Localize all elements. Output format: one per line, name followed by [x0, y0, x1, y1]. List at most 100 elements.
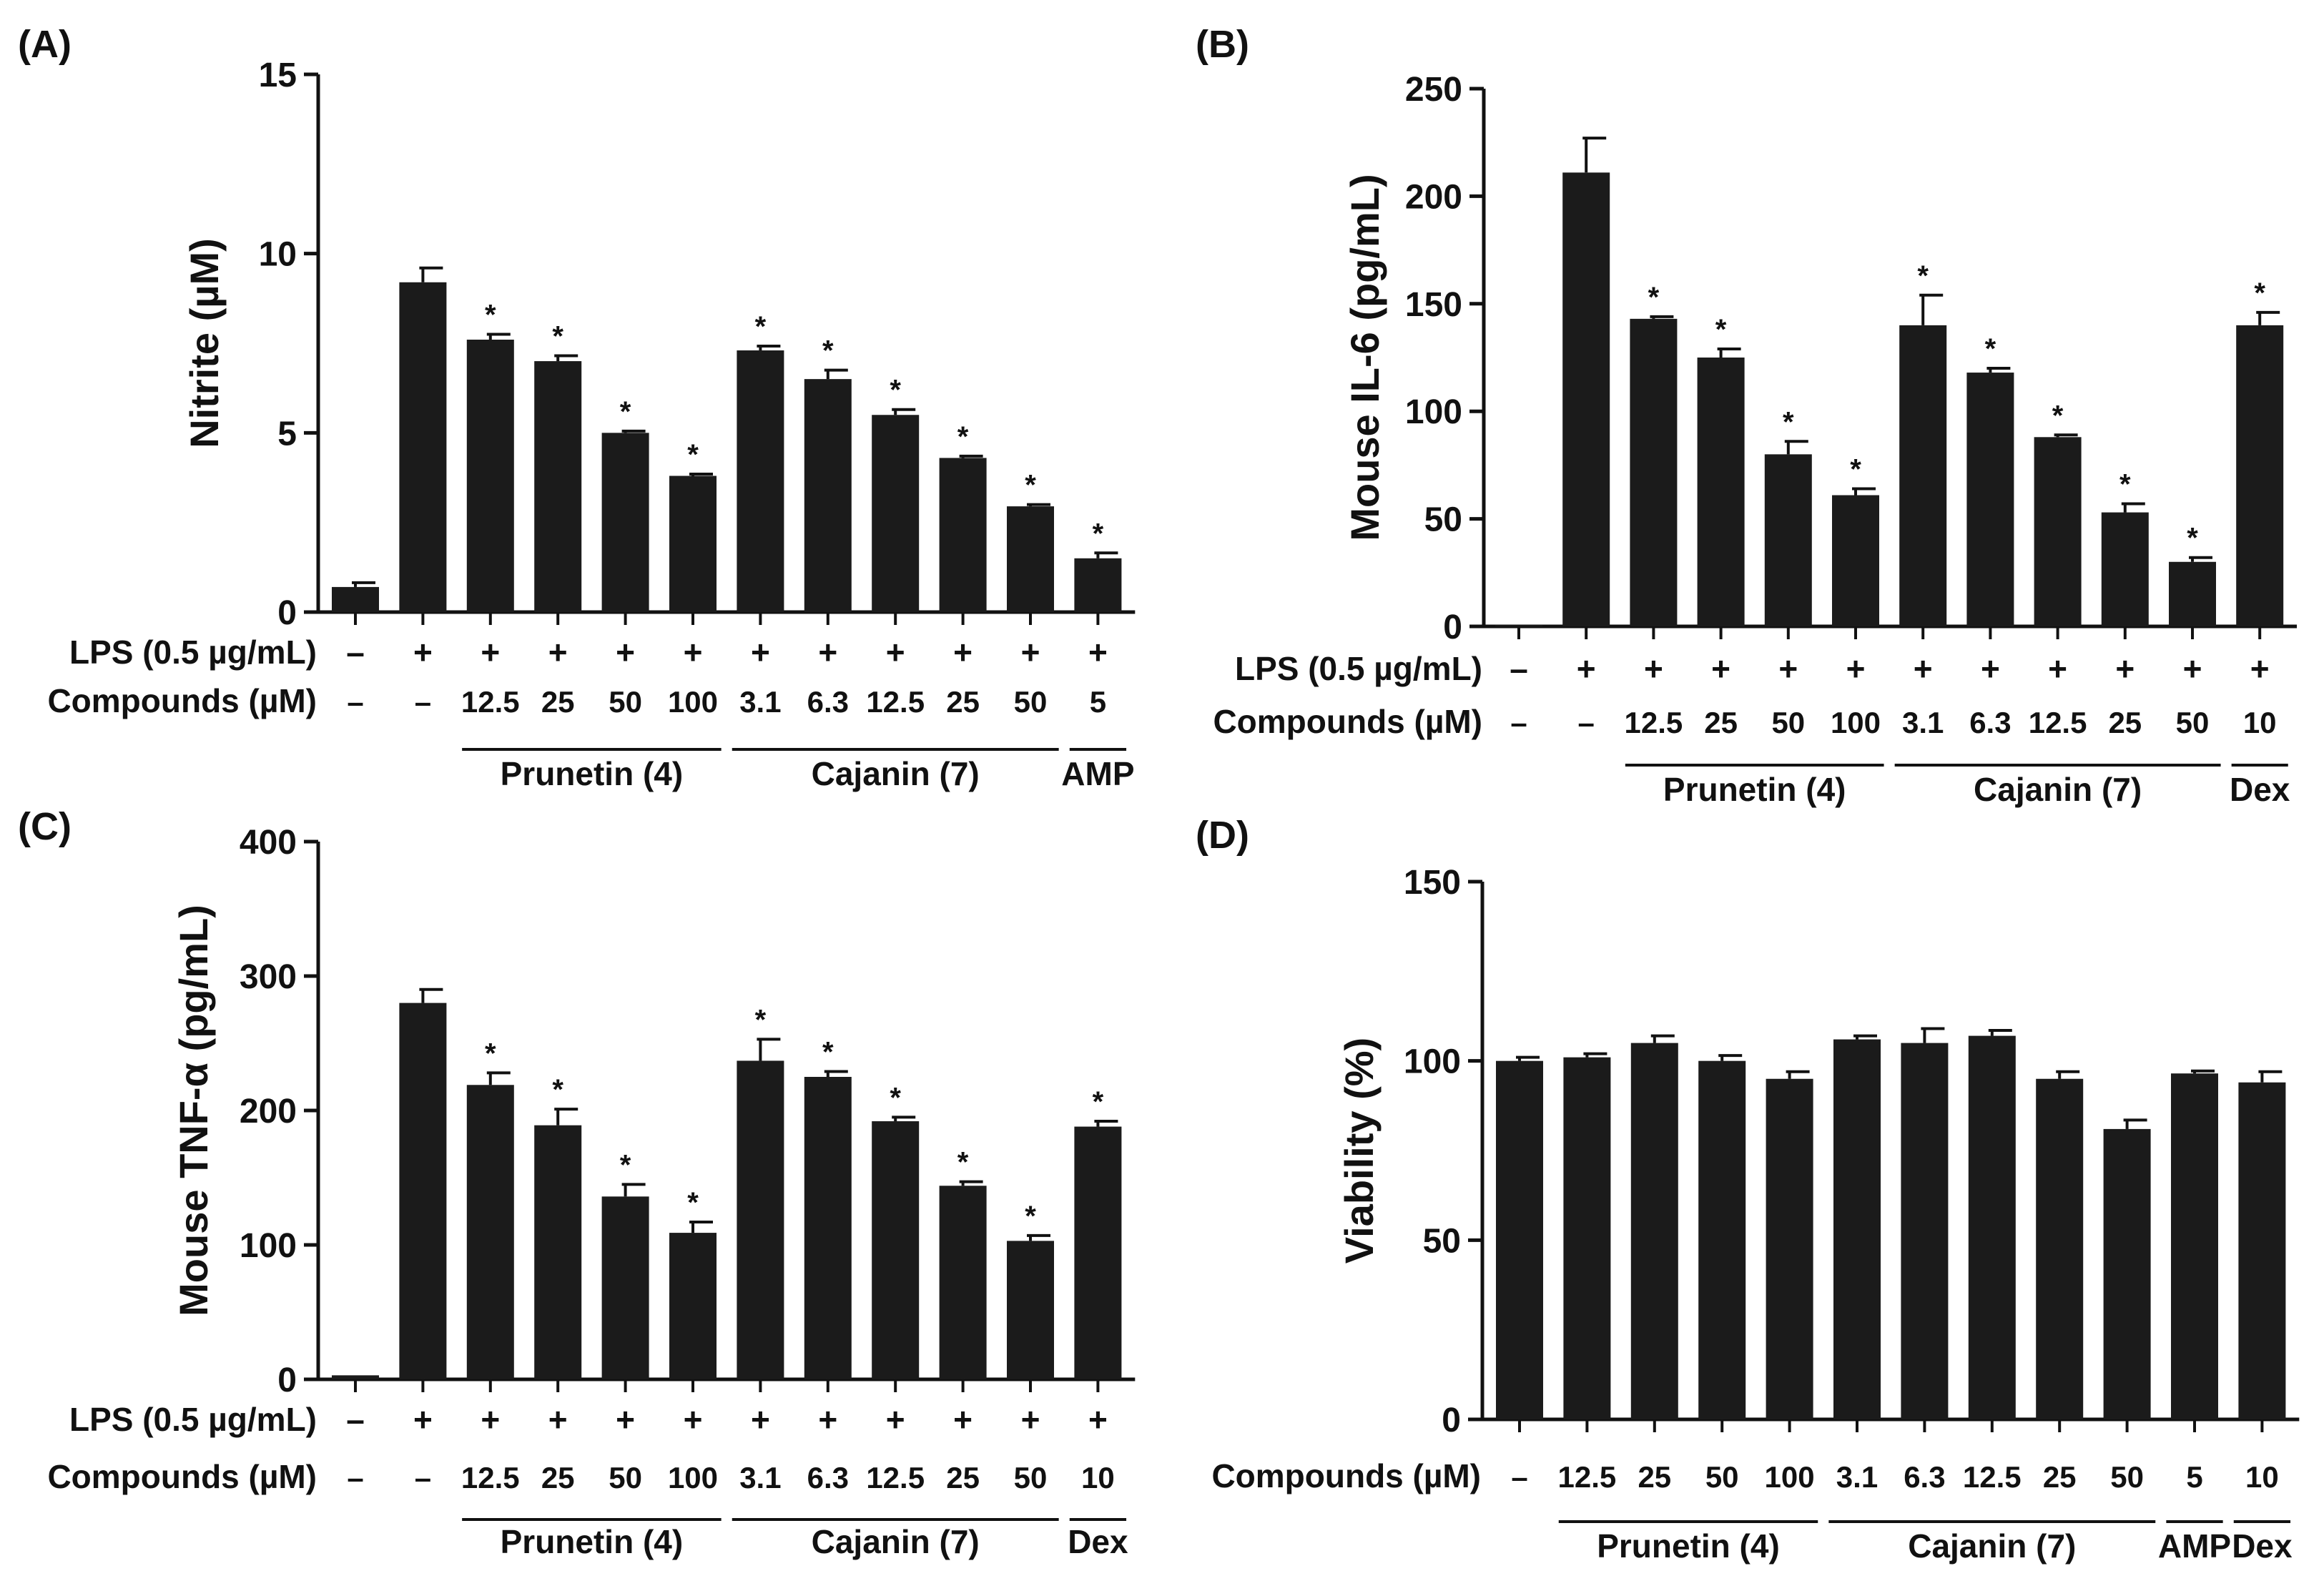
panel-b-compounds-row-label: Compounds (µM) — [1213, 703, 1482, 740]
panel-c-y-axis-title: Mouse TNF-α (pg/mL) — [171, 905, 216, 1316]
panel-d-x-tick-label: 5 — [2186, 1460, 2202, 1494]
panel-a-lps-row-label: LPS (0.5 µg/mL) — [69, 634, 317, 671]
panel-c-bar — [332, 1375, 379, 1379]
panel-c-bar — [872, 1121, 920, 1379]
panel-b-bar — [2034, 437, 2082, 626]
panel-d-x-tick-label: 100 — [1765, 1460, 1815, 1494]
panel-c-x-tick-label: – — [415, 1461, 431, 1494]
panel-b-x-tick-label: 6.3 — [1969, 706, 2011, 739]
panel-c-significance-star: * — [620, 1149, 631, 1181]
panel-c-x-tick-label: 100 — [668, 1461, 718, 1494]
panel-c-significance-star: * — [1093, 1086, 1104, 1118]
panel-c-lps-value: + — [953, 1401, 973, 1438]
panel-d-y-tick-label: 150 — [1404, 864, 1461, 902]
panel-a-y-tick-label: 15 — [259, 56, 297, 94]
panel-b-lps-value: + — [2115, 650, 2135, 687]
panel-c-bar — [939, 1186, 987, 1379]
panel-c-y-tick-label: 400 — [240, 824, 297, 862]
panel-d-bar — [1698, 1060, 1746, 1419]
panel-b-significance-star: * — [1985, 333, 1996, 365]
panel-d-group-label: Dex — [2232, 1527, 2293, 1565]
panel-b-bar — [1495, 625, 1542, 626]
panel-c-bar — [804, 1077, 852, 1379]
panel-c-x-tick-label: 10 — [1081, 1461, 1115, 1494]
panel-a-x-tick-label: 25 — [541, 685, 575, 719]
panel-d-x-tick-label: 10 — [2245, 1460, 2279, 1494]
panel-b-lps-value: + — [2048, 650, 2067, 687]
panel-b-group-label: Dex — [2230, 771, 2290, 808]
panel-a-significance-star: * — [552, 321, 563, 353]
panel-a-y-tick-label: 5 — [277, 415, 297, 453]
panel-c-y-tick-label: 100 — [240, 1227, 297, 1265]
panel-c-bar — [466, 1085, 514, 1379]
panel-b-bar — [1899, 325, 1947, 626]
panel-b-x-tick-label: 3.1 — [1902, 706, 1944, 739]
panel-a-significance-star: * — [687, 439, 699, 471]
panel-d-x-tick-label: 50 — [1705, 1460, 1739, 1494]
panel-a-y-axis-title: Nitrite (µM) — [182, 238, 227, 448]
panel-a-group-label: AMP — [1061, 755, 1134, 792]
panel-a-lps-value: + — [818, 634, 837, 671]
panel-b-significance-star: * — [1850, 453, 1861, 485]
panel-c-group-label: Cajanin (7) — [812, 1523, 980, 1560]
panel-a-x-tick-label: 50 — [609, 685, 642, 719]
panel-a-lps-value: – — [346, 634, 365, 671]
panel-a-x-tick-label: 50 — [1014, 685, 1048, 719]
panel-b-x-tick-label: 25 — [2108, 706, 2142, 739]
panel-b-bar — [1764, 454, 1812, 626]
panel-b-y-tick-label: 150 — [1405, 286, 1462, 324]
panel-b-lps-value: + — [1846, 650, 1866, 687]
panel-c-bar — [737, 1060, 784, 1379]
panel-b-significance-star: * — [2119, 469, 2131, 501]
panel-a-y-tick-label: 10 — [259, 236, 297, 274]
panel-a-bar — [737, 350, 784, 612]
panel-a-significance-star: * — [890, 375, 901, 406]
panel-b-bar — [2101, 512, 2149, 626]
panel-b-significance-star: * — [2052, 400, 2064, 431]
panel-a-x-tick-label: 5 — [1090, 685, 1106, 719]
panel-c-x-tick-label: 12.5 — [866, 1461, 925, 1494]
panel-c-lps-value: + — [818, 1401, 837, 1438]
panel-a-lps-value: + — [548, 634, 568, 671]
panel-c-group-label: Prunetin (4) — [501, 1523, 684, 1560]
panel-c-significance-star: * — [552, 1074, 563, 1105]
panel-b-group-label: Cajanin (7) — [1974, 771, 2142, 808]
panel-a-x-tick-label: 3.1 — [739, 685, 781, 719]
panel-b-significance-star: * — [1917, 260, 1929, 292]
panel-a-lps-value: + — [751, 634, 770, 671]
panel-a-bar — [466, 339, 514, 612]
panel-d-bar — [2103, 1128, 2151, 1419]
panel-a-bar — [601, 433, 649, 612]
panel-a-bar — [332, 586, 379, 612]
panel-c-significance-star: * — [485, 1038, 496, 1069]
panel-b-label: (B) — [1196, 23, 1249, 66]
panel-c-significance-star: * — [822, 1036, 834, 1068]
panel-c-bar — [534, 1125, 582, 1379]
panel-a-bar — [1074, 558, 1122, 612]
panel-c-bar — [1007, 1241, 1054, 1379]
panel-a-x-tick-label: 100 — [668, 685, 718, 719]
panel-c-lps-value: + — [413, 1401, 433, 1438]
panel-b-significance-star: * — [2254, 277, 2265, 309]
panel-c-compounds-row-label: Compounds (µM) — [47, 1458, 317, 1495]
panel-a-x-tick-label: 12.5 — [866, 685, 925, 719]
panel-a-bar — [669, 476, 717, 612]
panel-a-significance-star: * — [822, 335, 834, 367]
panel-b-bar — [1966, 373, 2014, 626]
panel-d-y-tick-label: 0 — [1442, 1402, 1461, 1439]
panel-a-label: (A) — [18, 23, 72, 66]
panel-b-y-tick-label: 50 — [1424, 501, 1462, 539]
panel-b-y-axis-title: Mouse IL-6 (pg/mL) — [1342, 174, 1387, 541]
panel-d-group-label: AMP — [2158, 1527, 2231, 1565]
panel-d-x-tick-label: 12.5 — [1558, 1460, 1617, 1494]
panel-c-significance-star: * — [687, 1187, 699, 1218]
panel-b-x-tick-label: – — [1510, 706, 1527, 739]
panel-c-lps-value: – — [346, 1401, 365, 1438]
panel-c-x-tick-label: 50 — [1014, 1461, 1048, 1494]
panel-d-x-tick-label: – — [1511, 1460, 1527, 1494]
panel-b-lps-value: + — [1577, 650, 1596, 687]
panel-b-lps-value: + — [1711, 650, 1730, 687]
panel-a-significance-star: * — [485, 299, 496, 330]
panel-a-lps-value: + — [886, 634, 905, 671]
panel-a-lps-value: + — [413, 634, 433, 671]
